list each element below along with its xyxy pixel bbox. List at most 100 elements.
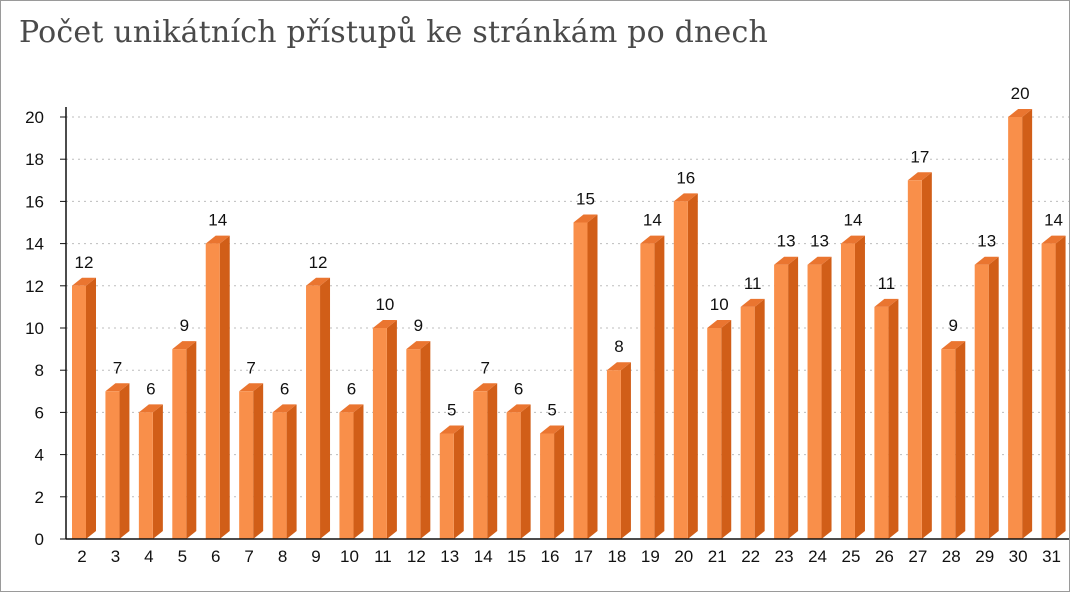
data-label: 10 [710,295,729,314]
bar-top [406,341,431,350]
bar-top [840,235,865,244]
data-label: 15 [576,190,595,209]
bar-front [473,391,488,539]
bar-side [620,362,631,539]
bar-top [807,256,832,265]
x-tick-label: 5 [178,547,187,566]
x-tick-label: 9 [311,547,320,566]
bar-front [138,412,153,539]
x-tick-label: 18 [607,547,626,566]
bar-side [286,404,297,539]
data-label: 13 [977,232,996,251]
x-tick-label: 2 [77,547,86,566]
bar [105,383,130,539]
x-tick-label: 17 [574,547,593,566]
x-tick-label: 22 [741,547,760,566]
x-tick-label: 24 [808,547,827,566]
bar-side [921,172,932,540]
bar-side [1022,109,1033,539]
bar-front [941,349,956,539]
x-tick-label: 16 [541,547,560,566]
data-label: 12 [309,253,328,272]
bar-top [473,383,498,392]
data-label: 9 [949,316,958,335]
y-tick-label: 12 [25,277,44,296]
bar-front [807,264,822,539]
bar-top [941,341,966,350]
bar-side [186,341,197,539]
y-tick-label: 14 [25,235,44,254]
bar-top [1041,235,1066,244]
x-tick-label: 23 [775,547,794,566]
bar-front [72,285,86,539]
bar [807,256,832,539]
data-label: 7 [480,358,489,377]
bar-side [955,341,966,539]
bar [506,404,531,539]
y-tick-label: 8 [35,361,44,380]
bar-front [406,349,421,539]
x-tick-label: 6 [211,547,220,566]
bar [673,193,698,539]
data-label: 6 [514,379,523,398]
bar-front [372,328,387,539]
data-label: 20 [1011,84,1030,103]
bar [774,256,799,539]
bar [907,172,932,540]
x-tick-label: 30 [1009,547,1028,566]
data-label: 12 [75,253,94,272]
y-tick-label: 2 [35,488,44,507]
bar-top [1008,109,1033,117]
x-tick-label: 20 [674,547,693,566]
bar-side [253,383,264,539]
bar-front [974,264,989,539]
y-tick-label: 18 [25,150,44,169]
bar-top [306,277,331,286]
bar-top [239,383,264,392]
bar-front [1041,243,1056,539]
bar-front [707,328,722,539]
data-label: 17 [910,147,929,166]
grid-lines [66,116,1069,498]
bar [439,425,464,539]
bar-side [587,214,598,539]
x-tick-label: 19 [641,547,660,566]
bar-side [888,298,899,539]
bar [874,298,899,539]
bar-top [874,298,899,307]
data-label: 8 [614,337,623,356]
bar-front [172,349,187,539]
bar [473,383,498,539]
data-label: 5 [547,401,556,420]
bar-top [907,172,932,181]
data-label: 14 [1044,211,1063,230]
bar-top [172,341,197,350]
bar [941,341,966,539]
bar-side [687,193,698,539]
bar-top [105,383,130,392]
data-label: 9 [180,316,189,335]
data-label: 7 [113,358,122,377]
x-tick-label: 31 [1042,547,1061,566]
bar [306,277,331,539]
x-tick-label: 25 [842,547,861,566]
bar-top [707,320,732,328]
y-tick-label: 20 [25,108,44,127]
data-label: 11 [744,274,762,293]
bar [372,320,397,539]
data-label: 7 [246,358,255,377]
bar-front [239,391,254,539]
bar-side [654,235,665,539]
bar-front [774,264,789,539]
bar-top [740,298,765,307]
bars [72,109,1066,540]
bar-side [119,383,130,539]
x-tick-label: 14 [474,547,493,566]
bar [172,341,197,539]
bar-front [272,412,287,539]
x-tick-label: 15 [507,547,526,566]
bar [239,383,264,539]
